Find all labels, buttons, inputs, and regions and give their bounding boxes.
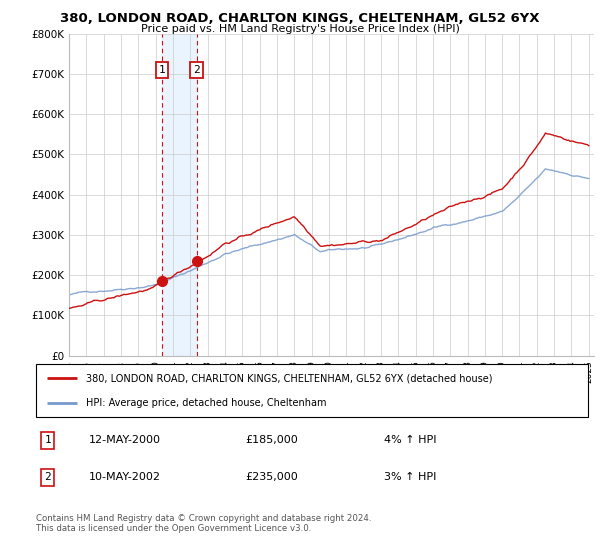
Text: HPI: Average price, detached house, Cheltenham: HPI: Average price, detached house, Chel… (86, 398, 326, 408)
Text: Contains HM Land Registry data © Crown copyright and database right 2024.
This d: Contains HM Land Registry data © Crown c… (36, 514, 371, 534)
Text: 1: 1 (44, 435, 51, 445)
Text: 2: 2 (44, 472, 51, 482)
Text: 12-MAY-2000: 12-MAY-2000 (88, 435, 160, 445)
Text: 1: 1 (158, 65, 165, 75)
Text: 380, LONDON ROAD, CHARLTON KINGS, CHELTENHAM, GL52 6YX: 380, LONDON ROAD, CHARLTON KINGS, CHELTE… (60, 12, 540, 25)
Text: Price paid vs. HM Land Registry's House Price Index (HPI): Price paid vs. HM Land Registry's House … (140, 24, 460, 34)
Text: 10-MAY-2002: 10-MAY-2002 (88, 472, 160, 482)
Text: £185,000: £185,000 (246, 435, 299, 445)
Text: 3% ↑ HPI: 3% ↑ HPI (384, 472, 436, 482)
Text: £235,000: £235,000 (246, 472, 299, 482)
Text: 4% ↑ HPI: 4% ↑ HPI (384, 435, 436, 445)
Bar (162, 34, 197, 356)
Text: 2: 2 (193, 65, 200, 75)
Text: 380, LONDON ROAD, CHARLTON KINGS, CHELTENHAM, GL52 6YX (detached house): 380, LONDON ROAD, CHARLTON KINGS, CHELTE… (86, 374, 492, 384)
